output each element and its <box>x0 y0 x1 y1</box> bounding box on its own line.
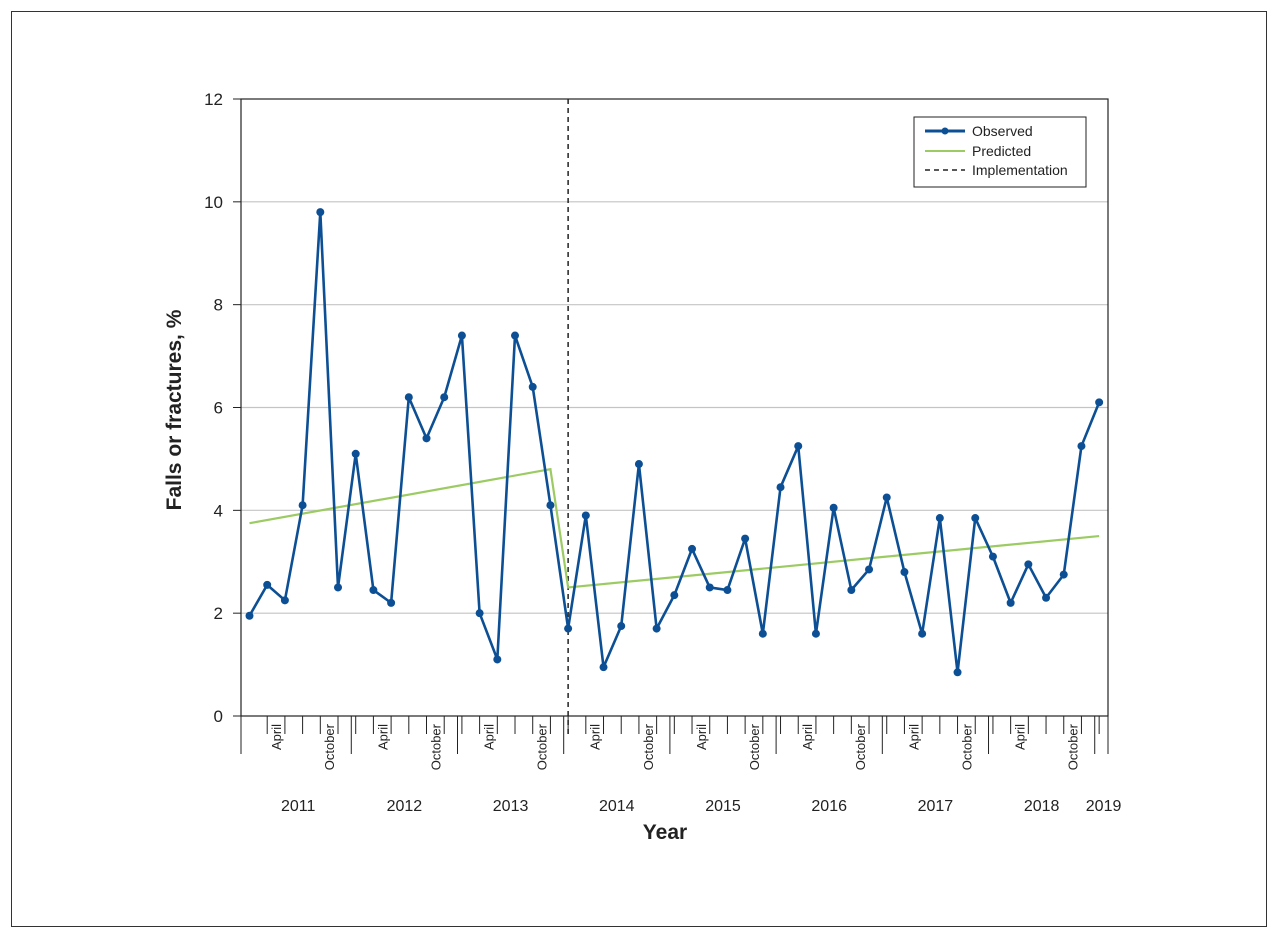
y-tick-label: 6 <box>214 399 223 418</box>
observed-point <box>705 583 714 592</box>
x-month-label: October <box>747 723 762 770</box>
x-month-label: April <box>588 724 603 750</box>
predicted-line <box>249 467 1100 589</box>
observed-point <box>316 208 325 217</box>
observed-point <box>581 511 590 520</box>
series-group <box>245 208 1104 677</box>
y-tick-label: 12 <box>204 90 223 109</box>
y-tick-label: 8 <box>214 296 223 315</box>
observed-point <box>298 501 307 510</box>
x-year-label: 2017 <box>918 798 954 815</box>
observed-point <box>971 514 980 523</box>
observed-point <box>794 442 803 451</box>
observed-point <box>776 483 785 492</box>
observed-point <box>900 568 909 577</box>
observed-point <box>829 503 838 512</box>
observed-point <box>387 598 396 607</box>
observed-point <box>280 596 289 605</box>
observed-point <box>546 501 555 510</box>
y-tick-label: 10 <box>204 193 223 212</box>
observed-point <box>334 583 343 592</box>
x-month-label: April <box>269 724 284 750</box>
x-month-label: April <box>694 724 709 750</box>
observed-point <box>493 655 502 664</box>
observed-point <box>351 449 360 458</box>
observed-point <box>263 580 272 589</box>
x-axis-title: Year <box>643 821 687 844</box>
observed-point <box>988 552 997 561</box>
x-month-label: October <box>641 723 656 770</box>
x-year-label: 2019 <box>1086 798 1122 815</box>
y-axis: 0 2 4 6 8 10 12 <box>204 90 241 726</box>
observed-point <box>422 434 431 443</box>
x-month-label: October <box>428 723 443 770</box>
observed-point <box>953 668 962 677</box>
y-tick-label: 2 <box>214 604 223 623</box>
observed-point <box>564 624 573 633</box>
observed-point <box>404 393 413 402</box>
observed-point <box>1042 593 1051 602</box>
observed-point <box>369 586 378 595</box>
y-tick-label: 4 <box>214 501 223 520</box>
observed-point <box>847 586 856 595</box>
legend-observed-marker <box>941 127 949 135</box>
legend-predicted-label: Predicted <box>972 143 1031 159</box>
x-month-label: October <box>322 723 337 770</box>
grid-lines <box>241 201 1108 614</box>
observed-point <box>741 534 750 543</box>
legend-observed-label: Observed <box>972 123 1033 139</box>
x-month-label: October <box>535 723 550 770</box>
x-year-label: 2016 <box>811 798 847 815</box>
observed-point <box>617 622 626 631</box>
observed-point <box>652 624 661 633</box>
observed-point <box>1006 598 1015 607</box>
legend-implementation-label: Implementation <box>972 162 1068 178</box>
x-month-label: April <box>800 724 815 750</box>
observed-point <box>245 611 254 620</box>
x-month-label: April <box>375 724 390 750</box>
observed-point <box>882 493 891 502</box>
x-month-label: April <box>906 724 921 750</box>
observed-line <box>248 210 1101 674</box>
observed-point <box>865 565 874 574</box>
observed-point <box>918 629 927 638</box>
x-year-label: 2014 <box>599 798 635 815</box>
x-month-label: October <box>1066 723 1081 770</box>
observed-point <box>1095 398 1104 407</box>
x-year-label: 2015 <box>705 798 741 815</box>
x-axis: April October April October April October Apri… <box>240 716 1122 815</box>
observed-point <box>511 331 520 340</box>
observed-point <box>528 382 537 391</box>
x-year-label: 2018 <box>1024 798 1060 815</box>
observed-point <box>723 586 732 595</box>
observed-point <box>1077 442 1086 451</box>
x-month-label: April <box>1012 724 1027 750</box>
observed-point <box>440 393 449 402</box>
x-year-label: 2012 <box>387 798 423 815</box>
observed-point <box>634 460 643 469</box>
x-year-label: 2011 <box>281 798 316 815</box>
x-month-label: October <box>853 723 868 770</box>
legend: Observed Predicted Implementation <box>913 116 1087 188</box>
observed-point <box>670 591 679 600</box>
observed-point <box>811 629 820 638</box>
observed-point <box>688 544 697 553</box>
observed-point <box>935 514 944 523</box>
observed-point <box>1024 560 1033 569</box>
x-month-label: April <box>481 724 496 750</box>
x-year-label: 2013 <box>493 798 529 815</box>
observed-point <box>1059 570 1068 579</box>
observed-point <box>457 331 466 340</box>
y-tick-label: 0 <box>214 707 223 726</box>
y-axis-title: Falls or fractures, % <box>163 309 186 510</box>
x-month-label: October <box>959 723 974 770</box>
observed-point <box>599 663 608 672</box>
observed-point <box>758 629 767 638</box>
observed-point <box>475 609 484 618</box>
